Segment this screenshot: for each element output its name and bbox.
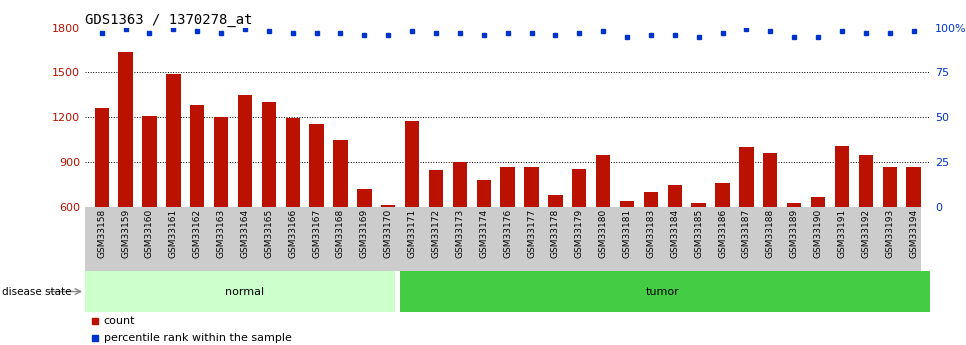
Text: GSM33159: GSM33159	[121, 209, 130, 258]
Bar	[453, 162, 467, 297]
Bar	[238, 95, 252, 297]
Text: disease state: disease state	[2, 287, 71, 296]
Bar	[906, 167, 921, 297]
Text: GSM33164: GSM33164	[241, 209, 249, 258]
Text: GSM33160: GSM33160	[145, 209, 154, 258]
Bar	[763, 153, 778, 297]
Bar	[596, 155, 611, 297]
Text: percentile rank within the sample: percentile rank within the sample	[103, 333, 292, 343]
Text: GSM33193: GSM33193	[885, 209, 895, 258]
Text: GSM33188: GSM33188	[766, 209, 775, 258]
Text: count: count	[103, 316, 135, 326]
Bar	[213, 117, 228, 297]
Text: GSM33180: GSM33180	[599, 209, 608, 258]
Text: GSM33184: GSM33184	[670, 209, 679, 258]
Text: GSM33186: GSM33186	[718, 209, 727, 258]
Text: GSM33168: GSM33168	[336, 209, 345, 258]
Bar	[286, 118, 299, 297]
Bar	[692, 203, 706, 297]
Bar	[95, 108, 109, 297]
Text: GSM33167: GSM33167	[312, 209, 321, 258]
Text: GSM33178: GSM33178	[551, 209, 560, 258]
Text: GSM33174: GSM33174	[479, 209, 488, 258]
Text: GSM33183: GSM33183	[646, 209, 655, 258]
Text: GSM33185: GSM33185	[695, 209, 703, 258]
Bar	[476, 180, 491, 297]
Bar	[739, 147, 753, 297]
Bar	[810, 197, 825, 297]
Text: tumor: tumor	[646, 287, 680, 296]
Bar	[500, 167, 515, 297]
Bar	[668, 185, 682, 297]
Text: GSM33190: GSM33190	[813, 209, 822, 258]
Text: GSM33187: GSM33187	[742, 209, 751, 258]
Text: GSM33161: GSM33161	[169, 209, 178, 258]
Text: GSM33165: GSM33165	[265, 209, 273, 258]
Text: GSM33158: GSM33158	[98, 209, 106, 258]
Text: GSM33166: GSM33166	[288, 209, 298, 258]
Text: GSM33162: GSM33162	[193, 209, 202, 258]
Bar	[883, 167, 896, 297]
Bar	[620, 201, 635, 297]
Text: GSM33191: GSM33191	[838, 209, 846, 258]
Text: GSM33194: GSM33194	[909, 209, 918, 258]
Bar	[405, 121, 419, 297]
Bar	[309, 124, 324, 297]
Text: GSM33172: GSM33172	[432, 209, 440, 258]
Bar	[262, 102, 276, 297]
Text: GSM33179: GSM33179	[575, 209, 583, 258]
Bar	[333, 140, 348, 297]
Text: GSM33171: GSM33171	[408, 209, 416, 258]
Text: GDS1363 / 1370278_at: GDS1363 / 1370278_at	[85, 12, 252, 27]
Text: GSM33173: GSM33173	[455, 209, 465, 258]
Text: GSM33177: GSM33177	[527, 209, 536, 258]
Text: GSM33163: GSM33163	[216, 209, 226, 258]
Bar	[549, 195, 562, 297]
Bar	[787, 203, 802, 297]
Bar	[166, 74, 181, 297]
Bar	[142, 116, 156, 297]
Bar	[381, 205, 395, 297]
Bar	[525, 167, 539, 297]
Bar	[400, 271, 930, 312]
Bar	[429, 170, 443, 297]
Bar	[190, 105, 205, 297]
Text: GSM33189: GSM33189	[789, 209, 799, 258]
Bar	[643, 192, 658, 297]
Bar	[85, 271, 395, 312]
Bar	[716, 183, 729, 297]
Bar	[119, 51, 132, 297]
Text: GSM33176: GSM33176	[503, 209, 512, 258]
Text: GSM33169: GSM33169	[360, 209, 369, 258]
Text: GSM33181: GSM33181	[622, 209, 632, 258]
Bar	[859, 155, 873, 297]
Bar	[835, 146, 849, 297]
Bar	[572, 169, 586, 297]
Text: GSM33192: GSM33192	[862, 209, 870, 258]
Bar	[357, 189, 372, 297]
Text: GSM33170: GSM33170	[384, 209, 393, 258]
Text: normal: normal	[225, 287, 265, 296]
